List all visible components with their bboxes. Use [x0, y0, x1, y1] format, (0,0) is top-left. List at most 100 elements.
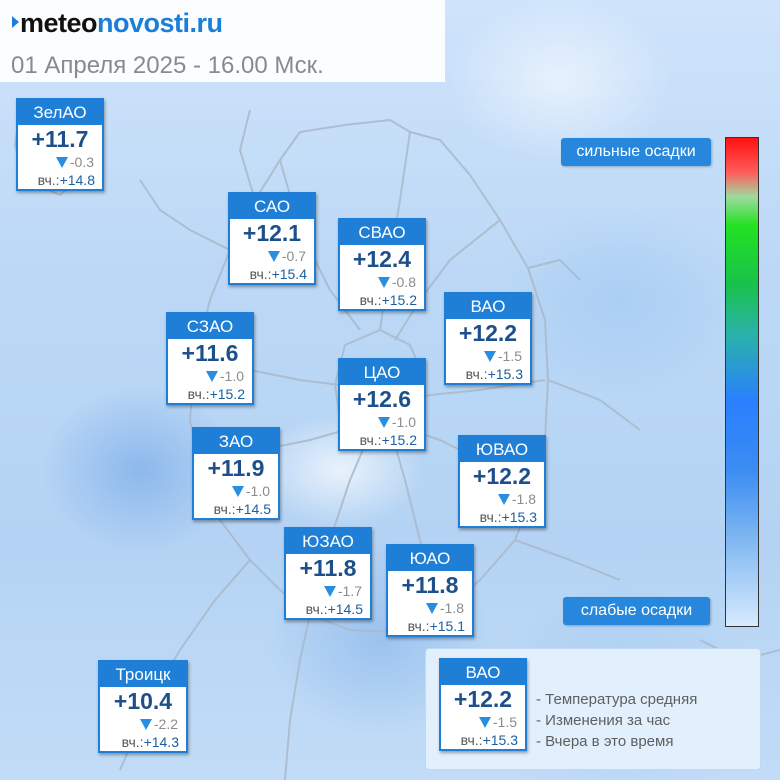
change-value: -1.0 — [245, 483, 270, 499]
district-card-yuzao[interactable]: ЮЗАО +11.8 -1.7 вч.:+14.5 — [284, 527, 372, 620]
yesterday-temp: +15.4 — [271, 266, 307, 282]
down-triangle-icon — [425, 602, 438, 614]
temperature-value: +11.6 — [181, 340, 239, 366]
site-logo[interactable]: meteonovosti.ru — [12, 8, 223, 39]
yesterday-value: вч.:+15.4 — [230, 265, 314, 283]
down-triangle-icon — [478, 716, 491, 728]
forecast-date: 01 Апреля 2025 - 16.00 Мск. — [11, 52, 324, 79]
temperature-value: +12.2 — [458, 320, 518, 346]
district-name: ЮАО — [388, 546, 472, 571]
down-triangle-icon — [377, 276, 390, 288]
temperature-value: +12.2 — [453, 686, 513, 712]
district-card-troitsk[interactable]: Троицк +10.4 -2.2 вч.:+14.3 — [98, 660, 188, 753]
temperature-value: +10.4 — [113, 688, 173, 714]
temperature-value: +12.2 — [472, 463, 532, 489]
district-line — [394, 219, 501, 341]
temperature-value: +11.7 — [31, 126, 89, 152]
district-card-yuao[interactable]: ЮАО +11.8 -1.8 вч.:+15.1 — [386, 544, 474, 637]
yesterday-value: вч.:+14.5 — [194, 500, 278, 518]
yesterday-temp: +14.5 — [235, 501, 271, 517]
down-triangle-icon — [231, 485, 244, 497]
yesterday-label: вч.: — [465, 366, 488, 382]
temperature-value: +12.4 — [352, 246, 412, 272]
yesterday-label: вч.: — [359, 292, 382, 308]
district-name: СЗАО — [168, 314, 252, 339]
strong-precip-label: сильные осадки — [561, 138, 711, 166]
down-triangle-icon — [267, 250, 280, 262]
logo-text-meteo: meteo — [20, 8, 98, 38]
arrow-right-icon — [12, 15, 19, 28]
temperature-value: +11.8 — [401, 572, 459, 598]
district-name: СВАО — [340, 220, 424, 245]
district-name: ЮВАО — [460, 437, 544, 462]
hourly-change: -0.3 — [18, 153, 102, 171]
district-card-zao[interactable]: ЗАО +11.9 -1.0 вч.:+14.5 — [192, 427, 280, 520]
yesterday-temp: +15.2 — [209, 386, 245, 402]
hourly-change: -1.0 — [340, 413, 424, 431]
logo-text-novosti: novosti.ru — [97, 8, 223, 38]
yesterday-label: вч.: — [213, 501, 236, 517]
district-card-sao[interactable]: САО +12.1 -0.7 вч.:+15.4 — [228, 192, 316, 285]
yesterday-temp: +15.3 — [482, 732, 518, 748]
down-triangle-icon — [323, 585, 336, 597]
district-name: ВАО — [446, 294, 530, 319]
yesterday-temp: +15.3 — [501, 509, 537, 525]
district-card-zelao[interactable]: ЗелАО +11.7 -0.3 вч.:+14.8 — [16, 98, 104, 191]
district-card-svao[interactable]: СВАО +12.4 -0.8 вч.:+15.2 — [338, 218, 426, 311]
hourly-change: -1.0 — [168, 367, 252, 385]
legend-sample-card: ВАО +12.2 -1.5 вч.:+15.3 — [439, 658, 527, 751]
yesterday-label: вч.: — [359, 432, 382, 448]
yesterday-label: вч.: — [187, 386, 210, 402]
legend-change-line: - Изменения за час — [536, 712, 671, 729]
district-name: Троицк — [100, 662, 186, 687]
district-name: ВАО — [441, 660, 525, 685]
change-value: -0.7 — [281, 248, 306, 264]
down-triangle-icon — [483, 350, 496, 362]
down-triangle-icon — [55, 156, 68, 168]
district-name: ЮЗАО — [286, 529, 370, 554]
yesterday-value: вч.:+15.2 — [168, 385, 252, 403]
temperature-value: +11.8 — [299, 555, 357, 581]
yesterday-value: вч.:+15.3 — [446, 365, 530, 383]
yesterday-value: вч.:+14.3 — [100, 733, 186, 751]
district-card-vao[interactable]: ВАО +12.2 -1.5 вч.:+15.3 — [444, 292, 532, 385]
yesterday-value: вч.:+14.8 — [18, 171, 102, 189]
hourly-change: -1.8 — [460, 490, 544, 508]
yesterday-value: вч.:+15.2 — [340, 291, 424, 309]
change-value: -2.2 — [153, 716, 178, 732]
hourly-change: -2.2 — [100, 715, 186, 733]
hourly-change: -1.8 — [388, 599, 472, 617]
yesterday-value: вч.:+15.2 — [340, 431, 424, 449]
hourly-change: -1.5 — [446, 347, 530, 365]
precipitation-color-scale — [725, 137, 759, 627]
yesterday-temp: +15.2 — [381, 292, 417, 308]
header-band — [0, 0, 445, 82]
yesterday-temp: +15.1 — [429, 618, 465, 634]
district-name: ЗАО — [194, 429, 278, 454]
yesterday-value: вч.:+14.5 — [286, 600, 370, 618]
yesterday-label: вч.: — [121, 734, 144, 750]
district-name: САО — [230, 194, 314, 219]
hourly-change: -1.0 — [194, 482, 278, 500]
outer-line — [514, 259, 641, 581]
change-value: -1.8 — [511, 491, 536, 507]
weak-precip-label: слабые осадки — [563, 597, 710, 625]
outer-line — [139, 109, 256, 251]
yesterday-value: вч.:+15.3 — [460, 508, 544, 526]
change-value: -0.8 — [391, 274, 416, 290]
yesterday-temp: +15.2 — [381, 432, 417, 448]
yesterday-temp: +14.3 — [143, 734, 179, 750]
change-value: -1.0 — [391, 414, 416, 430]
change-value: -1.5 — [497, 348, 522, 364]
hourly-change: -0.8 — [340, 273, 424, 291]
district-card-yuvao[interactable]: ЮВАО +12.2 -1.8 вч.:+15.3 — [458, 435, 546, 528]
temperature-value: +12.1 — [242, 220, 302, 246]
district-card-tsao[interactable]: ЦАО +12.6 -1.0 вч.:+15.2 — [338, 358, 426, 451]
legend-temp-line: - Температура средняя — [536, 691, 698, 708]
district-card-szao[interactable]: СЗАО +11.6 -1.0 вч.:+15.2 — [166, 312, 254, 405]
change-value: -1.0 — [219, 368, 244, 384]
down-triangle-icon — [205, 370, 218, 382]
yesterday-value: вч.:+15.3 — [441, 731, 525, 749]
yesterday-value: вч.:+15.1 — [388, 617, 472, 635]
